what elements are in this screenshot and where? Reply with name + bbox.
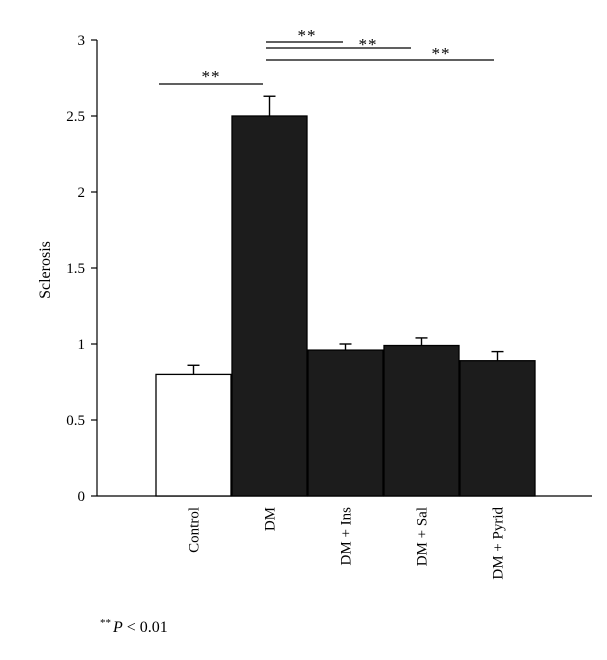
bar-dm-pyrid <box>459 360 536 497</box>
footnote: ** P < 0.01 <box>100 617 168 636</box>
error-bars <box>187 95 504 375</box>
bar-control <box>155 373 232 497</box>
significance-stars: ** <box>432 44 451 63</box>
y-tick-label: 2.5 <box>66 109 85 125</box>
y-tick-label: 0 <box>78 489 86 505</box>
category-label: DM + Sal <box>415 507 431 566</box>
y-axis-label: Sclerosis <box>37 241 54 299</box>
y-tick-label: 1.5 <box>66 261 85 277</box>
bar-dm <box>231 115 308 497</box>
y-tick-label: 2 <box>78 185 86 201</box>
footnote-threshold: < 0.01 <box>123 619 168 636</box>
significance-stars: ** <box>359 35 378 54</box>
significance-stars: ** <box>298 26 317 45</box>
y-tick-label: 1 <box>78 337 86 353</box>
footnote-p: P <box>112 619 123 636</box>
bar-dm-sal <box>383 344 460 497</box>
category-label: Control <box>187 507 203 553</box>
footnote-stars: ** <box>100 617 111 629</box>
category-label: DM <box>263 507 279 531</box>
category-label: DM + Pyrid <box>491 507 507 580</box>
category-labels: Control DM DM + Ins DM + Sal DM + Pyrid <box>187 507 507 580</box>
bars <box>155 115 536 497</box>
y-tick-label: 0.5 <box>66 413 85 429</box>
bar-dm-ins <box>307 349 384 497</box>
category-label: DM + Ins <box>339 507 355 566</box>
significance-brackets: ** ** ** ** <box>159 26 494 86</box>
significance-stars: ** <box>202 67 221 86</box>
y-tick-label: 3 <box>78 33 86 49</box>
